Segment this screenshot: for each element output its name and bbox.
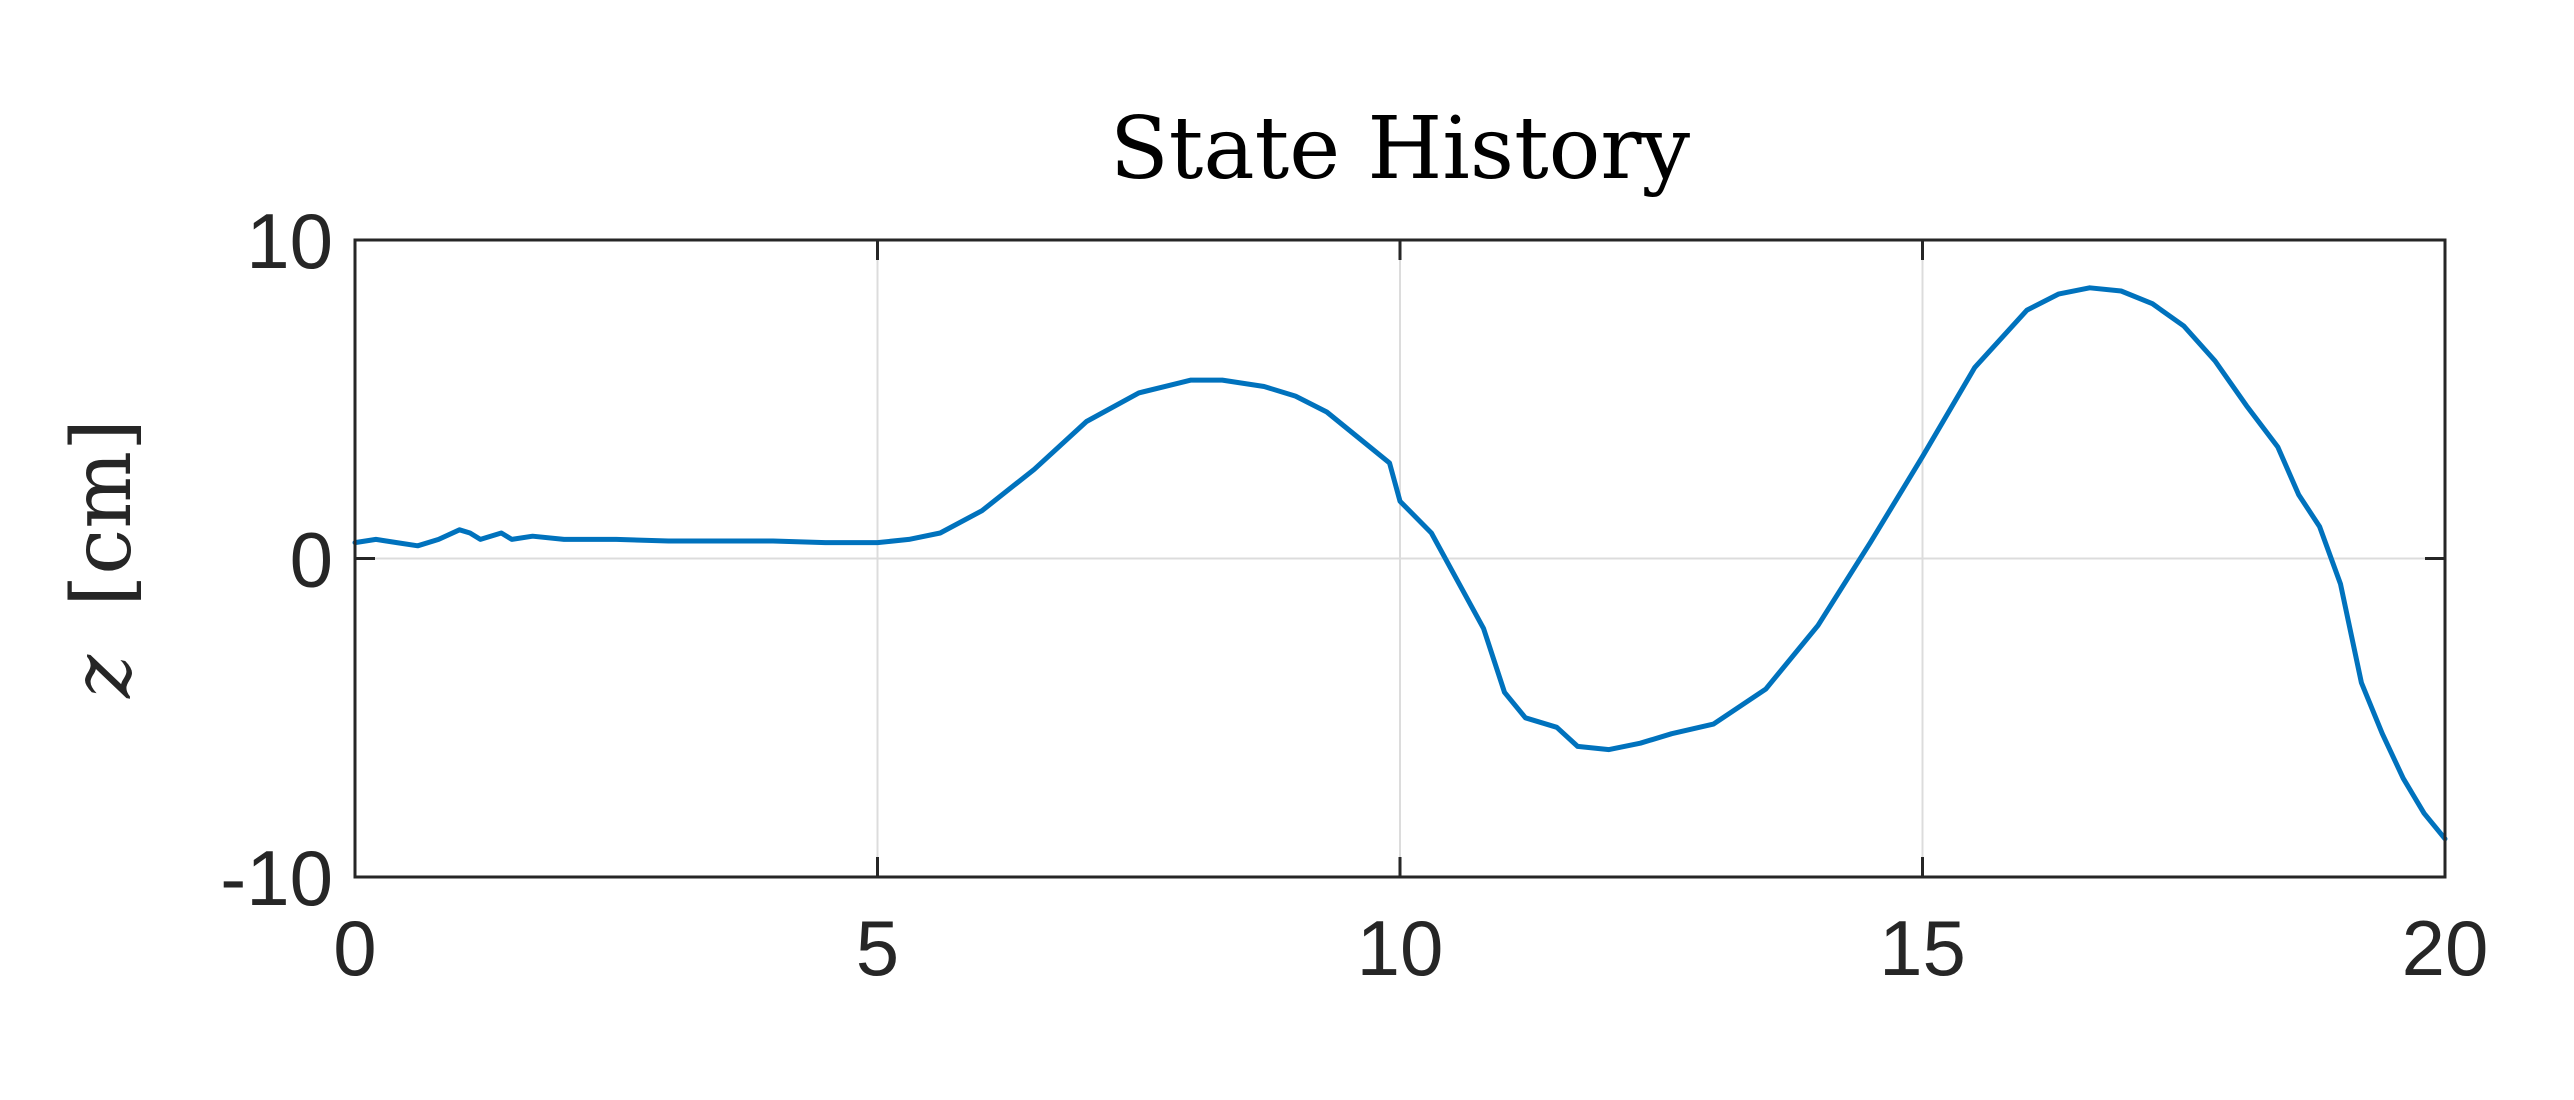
x-tick-label-4: 20 (2402, 904, 2489, 992)
y-axis-label-variable: z (55, 654, 150, 699)
x-tick-label-3: 15 (1879, 904, 1966, 992)
series-line-0 (352, 285, 2448, 842)
chart-title: State History (1110, 99, 1691, 199)
grid-lines (355, 240, 2445, 877)
x-tick-label-0: 0 (333, 904, 376, 992)
y-axis-label: z [cm] (55, 419, 150, 699)
axes (353, 238, 2447, 879)
series-layer (352, 285, 2448, 842)
x-tick-label-2: 10 (1357, 904, 1444, 992)
y-axis-label-unit: [cm] (55, 419, 150, 607)
y-tick-label-2: 10 (246, 197, 333, 285)
x-tick-label-1: 5 (856, 904, 899, 992)
y-tick-label-0: -10 (220, 834, 333, 922)
y-tick-label-1: 0 (290, 516, 333, 604)
